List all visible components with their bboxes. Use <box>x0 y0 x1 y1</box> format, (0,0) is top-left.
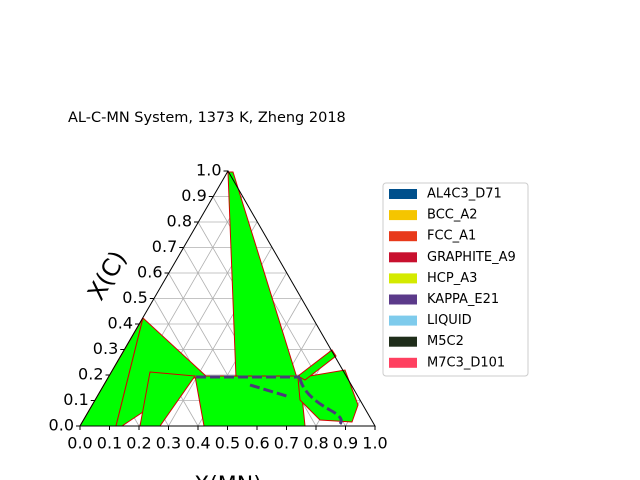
x-tick-label: 1.0 <box>362 434 387 453</box>
x-axis-label: X(MN) <box>194 473 262 480</box>
phase-region <box>227 171 298 379</box>
legend-label: HCP_A3 <box>427 271 477 286</box>
boundary <box>249 383 291 399</box>
legend-label: M5C2 <box>427 334 464 349</box>
x-tick-label: 0.8 <box>303 434 328 453</box>
legend-swatch <box>389 357 417 368</box>
y-tick-label: 1.0 <box>196 161 221 180</box>
phase-region <box>139 371 196 427</box>
y-tick-label: 0.0 <box>49 416 74 435</box>
x-tick-label: 0.7 <box>274 434 299 453</box>
x-tick-label: 0.5 <box>215 434 240 453</box>
phase-region <box>297 349 337 381</box>
legend-label: GRAPHITE_A9 <box>427 250 516 265</box>
y-tick-label: 0.5 <box>122 288 147 307</box>
legend-swatch <box>389 273 417 284</box>
y-tick-label: 0.8 <box>167 212 192 231</box>
phase-region <box>194 375 306 427</box>
x-tick-label: 0.0 <box>67 434 92 453</box>
x-tick-label: 0.9 <box>333 434 358 453</box>
phase-region <box>297 369 359 423</box>
legend-swatch <box>389 336 417 347</box>
legend-swatch <box>389 315 417 326</box>
boundary <box>298 377 343 425</box>
chart-title: AL-C-MN System, 1373 K, Zheng 2018 <box>68 110 346 126</box>
legend-box <box>382 182 529 377</box>
legend-label: KAPPA_E21 <box>427 292 499 307</box>
legend-swatch <box>389 210 417 221</box>
x-tick-label: 0.6 <box>244 434 269 453</box>
legend-swatch <box>389 252 417 263</box>
legend-label: BCC_A2 <box>427 208 478 223</box>
legend-label: M7C3_D101 <box>427 355 505 370</box>
phase-boundaries <box>196 375 343 425</box>
legend-swatch <box>389 294 417 305</box>
legend-label: LIQUID <box>427 313 472 328</box>
legend-label: AL4C3_D71 <box>427 187 502 202</box>
y-tick-label: 0.3 <box>93 339 118 358</box>
y-tick-label: 0.4 <box>108 314 133 333</box>
legend-swatch <box>389 231 417 242</box>
ticks: 0.0 0.1 0.2 0.3 0.4 0.5 0.6 0.7 0.8 0.9 1.00.00.10… <box>49 161 388 453</box>
y-tick-label: 0.6 <box>137 263 162 282</box>
legend-swatch <box>389 189 417 199</box>
y-tick-label: 0.9 <box>181 186 206 205</box>
y-tick-label: 0.2 <box>78 365 103 384</box>
y-tick-label: 0.7 <box>152 237 177 256</box>
x-tick-label: 0.2 <box>126 434 151 453</box>
x-tick-label: 0.1 <box>97 434 122 453</box>
legend-label: FCC_A1 <box>427 229 476 244</box>
x-tick-label: 0.4 <box>185 434 210 453</box>
legend: AL4C3_D71 BCC_A2 FCC_A1 GRAPHITE_A9 HCP_A3 KA… <box>389 187 516 370</box>
y-tick-label: 0.1 <box>63 390 88 409</box>
x-tick-label: 0.3 <box>156 434 181 453</box>
